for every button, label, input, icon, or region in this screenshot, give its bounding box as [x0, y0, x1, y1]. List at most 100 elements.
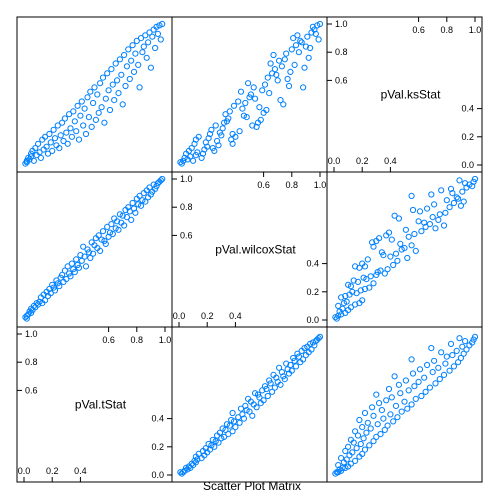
data-point [413, 248, 418, 253]
data-point [398, 241, 403, 246]
tick-label: 1.0 [25, 329, 38, 339]
data-point [131, 69, 136, 74]
data-point [116, 91, 121, 96]
data-point [422, 375, 427, 380]
data-point [285, 76, 290, 81]
data-point [144, 55, 149, 60]
data-point [126, 47, 131, 52]
data-point [448, 341, 453, 346]
data-point [412, 231, 417, 236]
data-point [389, 395, 394, 400]
data-point [91, 100, 96, 105]
data-point [123, 83, 128, 88]
data-point [109, 222, 114, 227]
tick-label: 0.4 [74, 466, 87, 476]
tick-label: 0.6 [180, 230, 193, 240]
data-point [439, 350, 444, 355]
data-point [96, 110, 101, 115]
data-point [81, 123, 86, 128]
data-point [381, 416, 386, 421]
data-point [425, 362, 430, 367]
data-point [370, 405, 375, 410]
data-point [396, 382, 401, 387]
data-point [443, 361, 448, 366]
data-point [79, 99, 84, 104]
tick-label: 0.6 [257, 180, 270, 190]
tick-label: 0.2 [46, 466, 59, 476]
data-point [93, 117, 98, 122]
data-point [375, 422, 380, 427]
data-point [293, 364, 298, 369]
data-point [133, 51, 138, 56]
data-point [391, 419, 396, 424]
data-point [430, 370, 435, 375]
data-point [457, 336, 462, 341]
data-point [78, 113, 83, 118]
data-point [240, 106, 245, 111]
data-point [69, 261, 74, 266]
data-point [48, 140, 53, 145]
data-point [102, 120, 107, 125]
tick-label: 0.2 [306, 287, 319, 297]
data-point [191, 158, 196, 163]
data-point [461, 199, 466, 204]
data-point [58, 133, 63, 138]
data-point [451, 364, 456, 369]
data-point [50, 148, 55, 153]
data-point [109, 67, 114, 72]
tick-label: 1.0 [335, 19, 348, 29]
tick-label: 0.6 [335, 75, 348, 85]
data-point [354, 446, 359, 451]
data-point [371, 281, 376, 286]
data-point [233, 425, 238, 430]
tick-label: 0.8 [335, 47, 348, 57]
data-point [282, 57, 287, 62]
tick-label: 0.8 [441, 25, 454, 35]
data-point [336, 303, 341, 308]
data-point [238, 89, 243, 94]
data-point [460, 344, 465, 349]
data-point [51, 127, 56, 132]
tick-label: 0.0 [328, 156, 341, 166]
data-point [119, 72, 124, 77]
data-point [447, 368, 452, 373]
data-point [110, 82, 115, 87]
data-point [83, 131, 88, 136]
data-point [153, 45, 158, 50]
data-point [281, 102, 286, 107]
data-point [86, 115, 91, 120]
data-point [112, 98, 117, 103]
data-point [220, 126, 225, 131]
diagonal-variable-label: pVal.wilcoxStat [215, 243, 296, 257]
tick-label: 0.2 [201, 311, 214, 321]
data-point [454, 348, 459, 353]
data-point [299, 40, 304, 45]
data-point [423, 389, 428, 394]
data-point [409, 357, 414, 362]
tick-label: 0.0 [306, 315, 319, 325]
data-point [293, 43, 298, 48]
data-point [450, 353, 455, 358]
data-point [305, 34, 310, 39]
data-point [437, 212, 442, 217]
data-point [384, 398, 389, 403]
data-point [129, 217, 134, 222]
data-point [62, 116, 67, 121]
data-point [402, 399, 407, 404]
data-point [137, 85, 142, 90]
data-point [395, 415, 400, 420]
data-point [71, 109, 76, 114]
data-point [378, 432, 383, 437]
tick-label: 1.0 [159, 335, 172, 345]
data-point [410, 371, 415, 376]
data-point [100, 229, 105, 234]
data-point [427, 222, 432, 227]
data-point [150, 34, 155, 39]
data-point [419, 393, 424, 398]
data-point [409, 193, 414, 198]
tick-label: 1.0 [180, 174, 193, 184]
data-point [306, 55, 311, 60]
data-point [288, 69, 293, 74]
data-point [399, 409, 404, 414]
data-point [69, 134, 74, 139]
